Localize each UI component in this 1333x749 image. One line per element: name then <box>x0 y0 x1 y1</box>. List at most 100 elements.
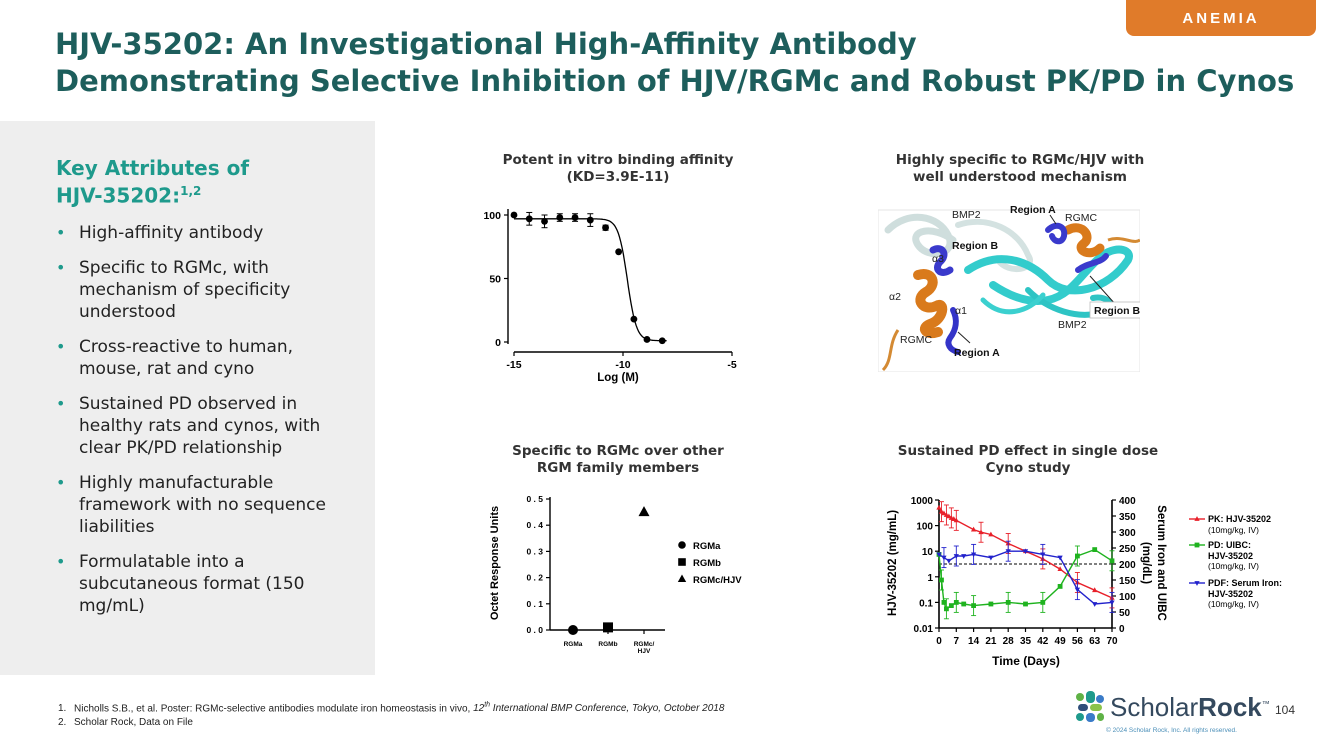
legend-marker <box>1194 542 1200 548</box>
key-attributes-heading-line-1: Key Attributes of <box>56 156 250 180</box>
footnote-2: 2. Scholar Rock, Data on File <box>58 716 724 730</box>
x-tick-label: RGMa <box>564 641 583 648</box>
label-region-a-top: Region A <box>1010 204 1056 216</box>
data-point-rgma <box>568 625 578 635</box>
legend-label: RGMc/HJV <box>693 575 742 586</box>
data-point <box>936 552 942 558</box>
data-point <box>1075 553 1080 559</box>
data-point <box>970 552 977 558</box>
key-attributes-heading: Key Attributes of HJV-35202:1,2 <box>56 157 356 208</box>
data-point <box>1022 549 1029 555</box>
y-right-tick-label: 100 <box>1119 592 1136 603</box>
y-left-tick-label: 10 <box>922 547 934 558</box>
x-tick-label: 70 <box>1106 636 1118 647</box>
pkpd-chart-y-right-label-2: (mg/dL) <box>1140 542 1152 584</box>
data-point <box>941 510 947 516</box>
x-tick-label: 49 <box>1055 636 1067 647</box>
legend-marker <box>678 541 686 549</box>
binding-chart-x-label: Log (M) <box>597 372 639 384</box>
data-point <box>1109 558 1115 564</box>
list-item: Specific to RGMc, with mechanism of spec… <box>56 257 356 323</box>
pkpd-chart-series <box>936 501 1115 620</box>
x-tick-label: -5 <box>727 359 736 371</box>
label-alpha1: α1 <box>955 305 967 317</box>
logo-text: ScholarRock™ <box>1110 692 1270 723</box>
data-point <box>615 248 623 256</box>
y-right-tick-label: 50 <box>1119 608 1131 619</box>
data-point <box>510 211 518 219</box>
x-tick-label: RGMc/ <box>634 641 655 648</box>
data-point <box>586 216 594 224</box>
footnote-2-number: 2. <box>58 717 67 729</box>
pkpd-chart-title-line-1: Sustained PD effect in single dose <box>897 443 1159 459</box>
legend-label: PK: HJV-35202 <box>1208 514 1271 524</box>
x-tick-label: 35 <box>1020 636 1032 647</box>
list-item: High-affinity antibody <box>56 222 356 244</box>
data-point <box>988 531 994 537</box>
legend-label: PDF: Serum Iron: <box>1208 578 1282 588</box>
legend-label: (10mg/kg, IV) <box>1208 525 1259 535</box>
x-tick-label: 28 <box>1003 636 1015 647</box>
y-right-tick-label: 150 <box>1119 576 1136 587</box>
page-number: 104 <box>1275 703 1296 717</box>
data-point-rgmb <box>603 622 613 633</box>
legend-label: (10mg/kg, IV) <box>1208 599 1259 609</box>
y-left-tick-label: 0.01 <box>914 624 934 635</box>
data-point <box>978 529 984 535</box>
y-right-tick-label: 200 <box>1119 560 1136 571</box>
key-attributes-heading-sup: 1,2 <box>180 184 202 198</box>
x-tick-label: 14 <box>968 636 980 647</box>
footnote-1-text: Nicholls S.B., et al. Poster: RGMc-selec… <box>74 703 474 715</box>
legend-marker <box>677 574 687 583</box>
data-point <box>936 504 942 510</box>
fit-curve-line <box>514 218 667 342</box>
y-left-tick-label: 0.1 <box>919 598 933 609</box>
data-point <box>1040 600 1046 605</box>
data-point <box>630 315 638 323</box>
data-point <box>1109 600 1115 606</box>
list-item: Formulatable into a subcutaneous format … <box>56 551 356 617</box>
pkpd-chart-axes: 0.010.1110100100005010015020025030035040… <box>911 496 1136 647</box>
logo-tm: ™ <box>1261 698 1270 708</box>
label-rgmc-bottom: RGMC <box>900 334 932 346</box>
y-left-tick-label: 100 <box>916 522 933 533</box>
x-tick-label: RGMb <box>598 641 617 648</box>
y-right-tick-label: 350 <box>1119 512 1136 523</box>
x-tick-label: HJV <box>638 648 651 655</box>
y-tick-label: 0 . 0 <box>526 625 543 635</box>
slide-title: HJV-35202: An Investigational High-Affin… <box>55 26 1294 100</box>
x-tick-label: 21 <box>985 636 997 647</box>
y-tick-label: 0 . 1 <box>526 599 543 609</box>
data-point <box>953 517 959 523</box>
label-bmp2-top: BMP2 <box>952 209 981 221</box>
label-region-b-left: Region B <box>952 240 998 252</box>
binding-chart-axes: 0 50 100 -15 -10 -5 <box>483 209 737 371</box>
y-left-tick-label: 1000 <box>911 496 934 507</box>
rgm-specificity-chart: Octet Response Units 0 . 00 . 10 . 20 . … <box>489 494 742 655</box>
data-point <box>1057 584 1063 589</box>
y-tick-label: 0 . 5 <box>526 494 543 504</box>
legend-marker <box>1194 516 1200 521</box>
x-tick-label: -10 <box>615 359 630 371</box>
label-rgmc-top: RGMC <box>1065 212 1097 224</box>
pkpd-chart-y-left-label: HJV-35202 (mg/mL) <box>887 510 899 616</box>
binding-chart-title-line-1: Potent in vitro binding affinity <box>502 152 734 168</box>
pkpd-chart-x-label: Time (Days) <box>992 654 1060 668</box>
data-point <box>602 224 609 232</box>
logo-text-part-1: Scholar <box>1110 691 1199 722</box>
data-point <box>961 554 967 559</box>
pkpd-chart-y-right-label-1: Serum Iron and UIBC <box>1155 505 1167 621</box>
series-line-2 <box>938 550 1113 605</box>
footnotes: 1. Nicholls S.B., et al. Poster: RGMc-sel… <box>58 699 724 730</box>
rgm-chart-title: Specific to RGMc over other RGM family m… <box>488 443 748 477</box>
data-point-rgmchjv <box>638 506 650 517</box>
scholar-rock-logo: ScholarRock™ <box>1074 690 1270 724</box>
y-right-tick-label: 400 <box>1119 496 1136 507</box>
data-point <box>1074 587 1081 593</box>
pkpd-chart-title: Sustained PD effect in single dose Cyno … <box>888 443 1168 477</box>
key-attributes-list: High-affinity antibody Specific to RGMc,… <box>56 222 356 630</box>
x-tick-label: 63 <box>1089 636 1101 647</box>
footnote-1-italic-post: International BMP Conference, Tokyo, Oct… <box>490 703 725 715</box>
footnote-2-text: Scholar Rock, Data on File <box>74 717 193 729</box>
footnote-1: 1. Nicholls S.B., et al. Poster: RGMc-sel… <box>58 699 724 716</box>
